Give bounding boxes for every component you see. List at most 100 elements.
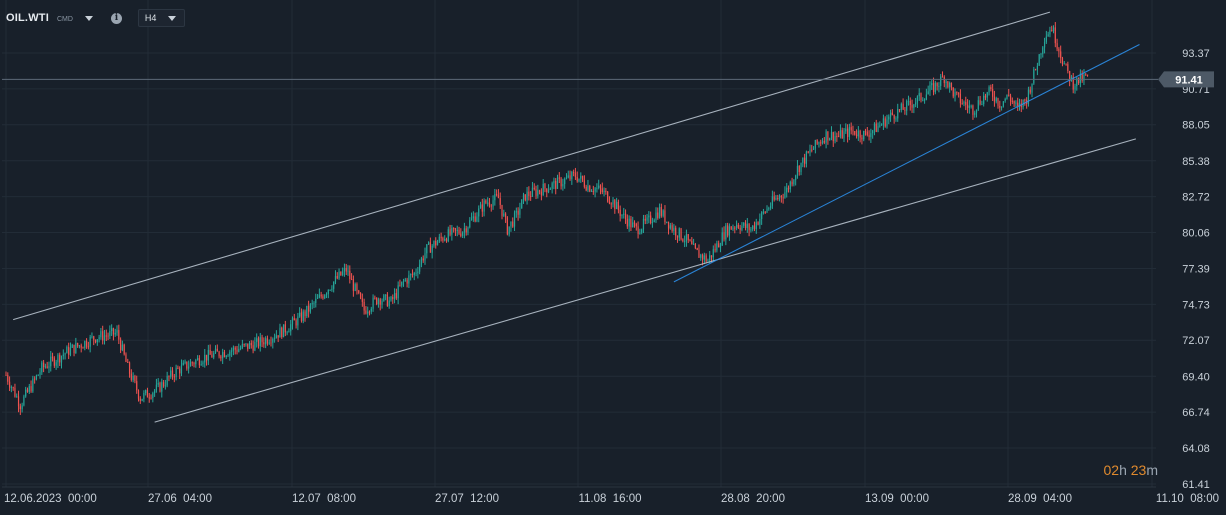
- candle-body: [69, 347, 72, 355]
- candle-body: [248, 342, 251, 349]
- candle-body: [259, 337, 261, 347]
- candle-body: [660, 207, 662, 216]
- candle-body: [89, 336, 91, 347]
- candle-body: [290, 324, 292, 332]
- candle-body: [510, 221, 512, 227]
- candle-body: [567, 175, 569, 178]
- candle-body: [601, 188, 603, 193]
- candle-body: [562, 184, 564, 187]
- y-tick-label: 61.41: [1182, 479, 1210, 491]
- candle-body: [300, 312, 303, 321]
- candle-body: [707, 260, 709, 262]
- candle-body: [447, 229, 449, 242]
- candle-body: [23, 396, 25, 406]
- candle-body: [150, 397, 152, 399]
- candle-body: [162, 382, 165, 386]
- candle-body: [744, 222, 747, 228]
- candle-body: [818, 142, 820, 144]
- candle-body: [458, 230, 460, 234]
- candle-body: [968, 105, 970, 108]
- candle-body: [542, 183, 544, 196]
- candle-body: [71, 344, 73, 348]
- candle-body: [913, 104, 915, 108]
- candle-body: [952, 87, 954, 97]
- candle-body: [170, 370, 172, 377]
- candle-body: [873, 123, 876, 131]
- candle-body: [544, 183, 546, 189]
- candle-body: [796, 166, 799, 176]
- candle-body: [467, 227, 469, 233]
- candle-body: [848, 127, 850, 137]
- candle-body: [404, 279, 406, 281]
- candle-body: [759, 218, 761, 225]
- candle-body: [603, 190, 605, 193]
- candle-body: [231, 350, 233, 352]
- candle-body: [112, 328, 115, 335]
- y-tick-label: 82.72: [1182, 192, 1210, 204]
- candle-body: [236, 349, 238, 352]
- candle-body: [676, 235, 679, 238]
- info-icon[interactable]: i: [110, 12, 122, 24]
- candle-body: [594, 188, 596, 192]
- candle-body: [821, 140, 824, 144]
- candle-body: [214, 348, 217, 354]
- candle-body: [900, 103, 902, 110]
- candle-body: [302, 311, 304, 321]
- candle-body: [218, 351, 220, 357]
- x-tick-label: 11.08 16:00: [578, 493, 641, 505]
- candle-body: [1000, 106, 1003, 108]
- timeframe-selector[interactable]: H4: [137, 9, 186, 27]
- candle-body: [922, 99, 924, 101]
- candle-body: [7, 375, 9, 382]
- candle-body: [445, 238, 448, 242]
- candle-body: [374, 297, 376, 299]
- candle-body: [691, 241, 693, 245]
- candle-body: [350, 279, 353, 281]
- candle-body: [352, 279, 354, 291]
- candle-body: [488, 202, 491, 206]
- candle-body: [395, 293, 397, 299]
- candle-body: [970, 105, 972, 107]
- candle-body: [737, 224, 739, 228]
- candle-body: [120, 339, 122, 351]
- candle-body: [793, 179, 795, 185]
- candle-body: [288, 331, 290, 333]
- candle-body: [753, 225, 756, 229]
- candle-body: [1006, 94, 1008, 99]
- candle-body: [188, 366, 190, 369]
- candle-body: [590, 191, 593, 193]
- candle-body: [123, 344, 125, 355]
- candle-body: [1077, 77, 1080, 84]
- candle-body: [295, 320, 297, 326]
- candle-body: [463, 228, 465, 233]
- candle-body: [956, 92, 958, 94]
- candle-body: [358, 290, 360, 293]
- candle-body: [103, 335, 106, 341]
- candle-body: [882, 118, 885, 125]
- chevron-down-icon[interactable]: [84, 15, 93, 21]
- candle-body: [768, 208, 770, 210]
- candle-body: [938, 85, 940, 87]
- candle-body: [741, 225, 743, 230]
- candle-body: [669, 225, 671, 229]
- candle-body: [730, 226, 732, 230]
- candle-body: [1015, 102, 1017, 104]
- candle-body: [37, 374, 39, 376]
- candle-body: [977, 100, 979, 110]
- candle-body: [1040, 53, 1042, 55]
- candle-body: [385, 294, 387, 296]
- candle-body: [519, 208, 521, 215]
- candle-body: [524, 194, 526, 201]
- candle-body: [293, 318, 295, 321]
- candle-body: [105, 335, 107, 337]
- candle-body: [146, 390, 149, 398]
- symbol-name[interactable]: OIL.WTI: [6, 12, 49, 24]
- candle-body: [694, 244, 696, 249]
- candle-body: [1042, 47, 1044, 54]
- candle-body: [746, 224, 748, 228]
- candle-body: [272, 338, 274, 343]
- candle-body: [472, 216, 474, 219]
- candle-body: [223, 352, 226, 357]
- candle-body: [320, 294, 322, 297]
